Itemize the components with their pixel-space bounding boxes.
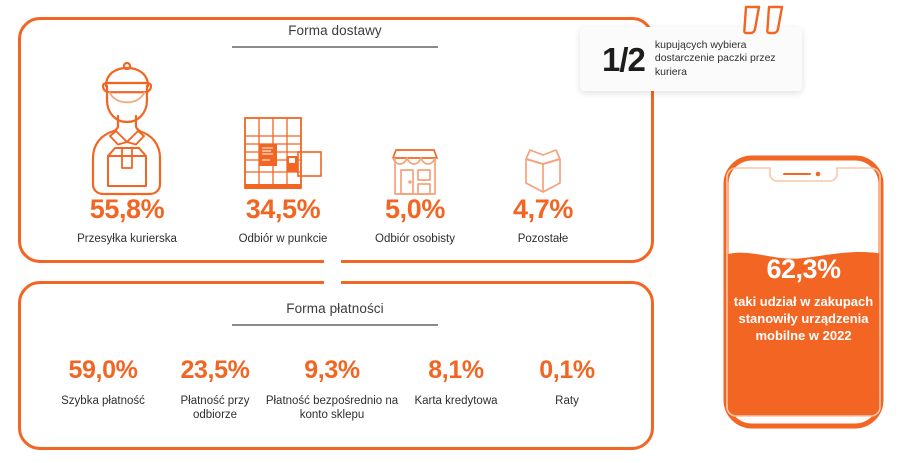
phone-fill-level <box>727 252 880 416</box>
stat-value: 34,5% <box>245 194 321 224</box>
stat-value: 5,0% <box>385 194 445 224</box>
stat-delivery-pickup: 5,0% Odbiór osobisty <box>350 48 480 246</box>
stat-label: Pozostałe <box>517 233 569 245</box>
stat-label: Płatność przy odbiorze <box>180 395 250 421</box>
stat-value: 9,3% <box>304 356 360 384</box>
stat-delivery-courier: 55,8% Przesyłka kurierska <box>52 48 202 246</box>
stat-delivery-locker: 34,5% Odbiór w punkcie <box>218 48 348 246</box>
stat-payment-installments: 0,1% Raty <box>512 358 622 408</box>
stat-value: 4,7% <box>513 194 573 224</box>
courier-person-icon <box>52 48 202 196</box>
stat-label: Karta kredytowa <box>414 395 498 407</box>
quote-fraction: 1/2 <box>602 40 646 78</box>
stat-label: Szybka płatność <box>61 395 145 407</box>
stat-label: Przesyłka kurierska <box>77 233 177 245</box>
stat-value: 8,1% <box>428 356 484 384</box>
stat-payment-credit-card: 8,1% Karta kredytowa <box>396 358 516 408</box>
stat-value: 59,0% <box>68 356 138 384</box>
stat-label: Raty <box>555 395 579 407</box>
mobile-share-phone: 62,3% taki udział w zakupach stanowiły u… <box>722 152 885 432</box>
stat-payment-cash-on-delivery: 23,5% Płatność przy odbiorze <box>160 358 270 422</box>
stat-label: Odbiór osobisty <box>375 233 455 245</box>
stat-label: Płatność bezpośrednio na konto sklepu <box>265 395 399 421</box>
parcel-locker-icon <box>218 48 348 196</box>
card-separator-gap <box>324 252 341 294</box>
stat-payment-bank-transfer: 9,3% Płatność bezpośrednio na konto skle… <box>262 358 402 422</box>
storefront-icon <box>350 48 480 196</box>
open-box-icon <box>478 48 608 196</box>
quote-callout: 1/2 kupujących wybiera dostarczenie pacz… <box>580 27 802 91</box>
stat-payment-fast: 59,0% Szybka płatność <box>40 358 166 408</box>
quote-text: kupujących wybiera dostarczenie paczki p… <box>654 38 776 78</box>
quotation-mark-icon <box>742 5 790 45</box>
stat-value: 55,8% <box>89 194 165 224</box>
stat-value: 0,1% <box>539 356 595 384</box>
payment-card <box>18 281 654 450</box>
stat-delivery-other: 4,7% Pozostałe <box>478 48 608 246</box>
stat-value: 23,5% <box>180 356 250 384</box>
stat-label: Odbiór w punkcie <box>238 233 328 245</box>
